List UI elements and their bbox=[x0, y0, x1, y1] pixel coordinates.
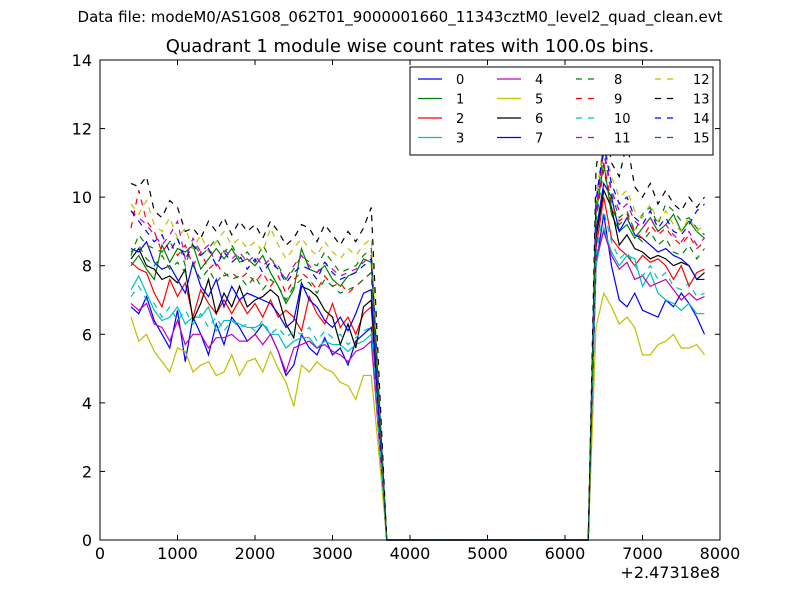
x-tick-label: 4000 bbox=[390, 544, 431, 563]
x-tick-label: 7000 bbox=[622, 544, 663, 563]
legend-label-11: 11 bbox=[614, 132, 631, 147]
legend-label-0: 0 bbox=[456, 73, 464, 88]
legend-label-14: 14 bbox=[693, 112, 710, 127]
legend-label-9: 9 bbox=[614, 93, 622, 108]
legend-label-4: 4 bbox=[535, 73, 543, 88]
y-tick-label: 8 bbox=[82, 257, 92, 276]
y-tick-label: 2 bbox=[82, 462, 92, 481]
x-tick-label: 0 bbox=[95, 544, 105, 563]
y-tick-label: 6 bbox=[82, 325, 92, 344]
series-line-13 bbox=[130, 111, 705, 541]
x-tick-label: 8000 bbox=[700, 544, 741, 563]
plot-frame bbox=[99, 59, 721, 541]
x-tick-label: 3000 bbox=[312, 544, 353, 563]
y-tick-label: 14 bbox=[72, 51, 92, 70]
y-tick-label: 0 bbox=[82, 531, 92, 550]
series-line-8 bbox=[130, 152, 705, 541]
x-tick-label: 6000 bbox=[545, 544, 586, 563]
legend-label-7: 7 bbox=[535, 132, 543, 147]
axis-layer: 0 1000 2000 3000 4000 5000 6000 7000 80000246810… bbox=[72, 51, 741, 563]
legend-label-5: 5 bbox=[535, 93, 543, 108]
y-tick-label: 4 bbox=[82, 394, 92, 413]
x-offset-label: +2.47318e8 bbox=[620, 563, 720, 582]
legend-label-2: 2 bbox=[456, 112, 464, 127]
legend-label-8: 8 bbox=[614, 73, 622, 88]
x-tick-label: 2000 bbox=[235, 544, 276, 563]
legend-label-15: 15 bbox=[693, 132, 710, 147]
legend-label-10: 10 bbox=[614, 112, 631, 127]
figure-suptitle: Data file: modeM0/AS1G08_062T01_90000016… bbox=[77, 8, 723, 26]
x-tick-label: 1000 bbox=[157, 544, 198, 563]
x-tick-label: 5000 bbox=[467, 544, 508, 563]
y-tick-label: 10 bbox=[72, 188, 92, 207]
legend-label-12: 12 bbox=[693, 73, 710, 88]
legend-box bbox=[409, 66, 714, 156]
legend-label-6: 6 bbox=[535, 112, 543, 127]
legend-label-13: 13 bbox=[693, 93, 710, 108]
legend-label-3: 3 bbox=[456, 132, 464, 147]
legend-label-1: 1 bbox=[456, 93, 464, 108]
y-tick-label: 12 bbox=[72, 120, 92, 139]
chart-title: Quadrant 1 module wise count rates with … bbox=[165, 36, 655, 57]
